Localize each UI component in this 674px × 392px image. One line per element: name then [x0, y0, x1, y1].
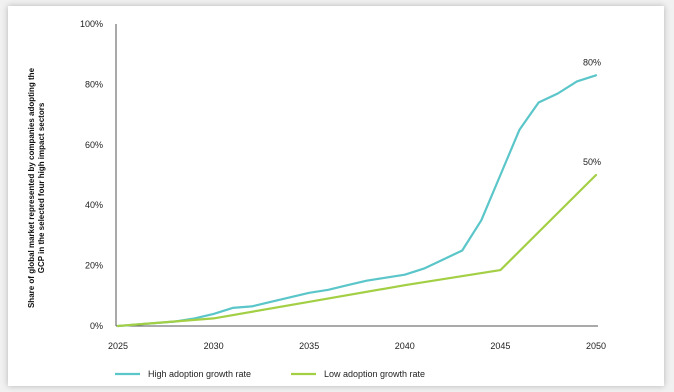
x-tick-label: 2050	[586, 341, 606, 351]
y-tick-label: 0%	[90, 321, 103, 331]
end-labels: 80% 50%	[583, 57, 601, 167]
y-tick-label: 40%	[85, 200, 103, 210]
x-tick-label: 2025	[108, 341, 128, 351]
series-line	[116, 173, 598, 328]
y-tick-label: 80%	[85, 79, 103, 89]
y-tick-label: 60%	[85, 140, 103, 150]
legend-label: Low adoption growth rate	[324, 369, 425, 379]
x-tick-label: 2035	[299, 341, 319, 351]
line-chart: Share of global market represented by co…	[27, 19, 606, 379]
x-tick-labels: 2025 2030 2035 2040 2045 2050	[108, 341, 606, 351]
legend: High adoption growth rate Low adoption gr…	[115, 369, 425, 379]
y-tick-label: 20%	[85, 261, 103, 271]
x-tick-label: 2040	[395, 341, 415, 351]
y-axis-label-line-2: GCP in the selected four high impact sec…	[37, 102, 46, 273]
chart-card: Share of global market represented by co…	[8, 6, 664, 386]
y-axis-label: Share of global market represented by co…	[27, 67, 46, 308]
legend-label: High adoption growth rate	[148, 369, 251, 379]
series-lines	[116, 74, 598, 328]
x-tick-label: 2045	[490, 341, 510, 351]
y-tick-labels: 0% 20% 40% 60% 80% 100%	[80, 19, 103, 331]
y-axis-label-line-1: Share of global market represented by co…	[27, 67, 36, 308]
series-line	[116, 74, 598, 328]
x-tick-label: 2030	[204, 341, 224, 351]
y-tick-label: 100%	[80, 19, 103, 29]
end-value-label: 50%	[583, 157, 601, 167]
end-value-label: 80%	[583, 57, 601, 67]
